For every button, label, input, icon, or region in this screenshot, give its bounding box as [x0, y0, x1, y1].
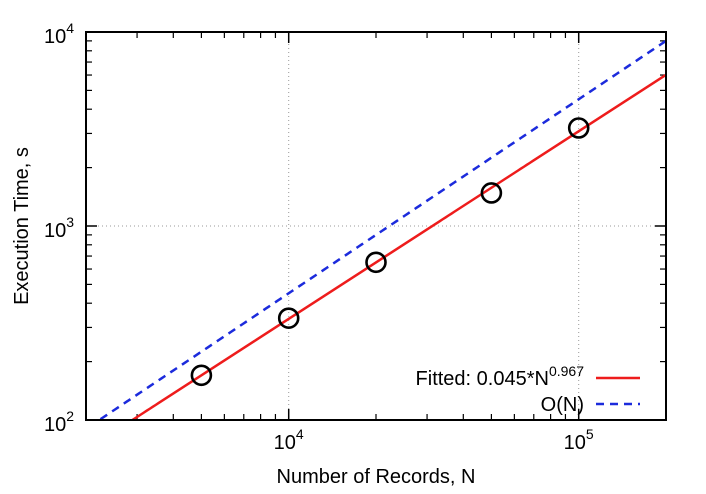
fitted-line	[131, 73, 667, 422]
y-tick-label-exponent: 3	[66, 214, 74, 230]
y-tick-label: 103	[44, 214, 74, 242]
series-lines	[99, 39, 667, 422]
x-tick-label-exponent: 4	[296, 426, 304, 442]
data-point	[190, 364, 213, 387]
y-axis-label: Execution Time, s	[11, 147, 33, 305]
y-tick-label: 102	[44, 408, 74, 436]
data-point	[365, 251, 387, 274]
x-tick-label-exponent: 5	[586, 426, 594, 442]
on-reference-line	[99, 39, 667, 421]
plot-frame	[85, 31, 667, 421]
y-tick-label: 104	[44, 20, 74, 48]
data-point	[277, 307, 300, 329]
x-tick-label: 104	[274, 426, 304, 454]
legend-label-fitted-exponent: 0.967	[549, 363, 584, 379]
legend-label-on: O(N)	[541, 394, 584, 416]
x-tick-label: 105	[564, 426, 594, 454]
x-tick-label-base: 10	[274, 432, 296, 454]
legend: Fitted: 0.045*N0.967 O(N)	[416, 363, 640, 416]
y-tick-label-base: 10	[44, 26, 66, 48]
x-tick-label-base: 10	[564, 432, 586, 454]
x-axis-label: Number of Records, N	[277, 466, 476, 488]
y-tick-label-base: 10	[44, 414, 66, 436]
legend-label-fitted: Fitted: 0.045*N0.967	[416, 363, 585, 390]
data-point	[567, 117, 590, 139]
grid-lines	[86, 32, 666, 420]
data-point	[480, 182, 503, 204]
legend-label-fitted-base: Fitted: 0.045*N	[416, 368, 549, 390]
y-tick-label-exponent: 4	[66, 20, 74, 36]
y-tick-label-exponent: 2	[66, 408, 74, 424]
y-tick-label-base: 10	[44, 220, 66, 242]
data-points	[190, 117, 590, 387]
